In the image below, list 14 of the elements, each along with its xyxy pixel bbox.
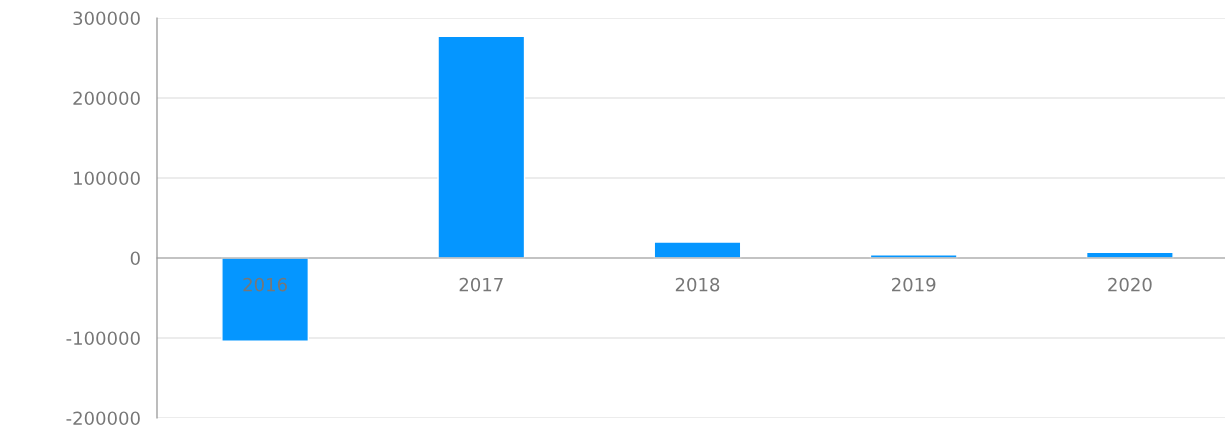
y-tick-label: 200000 [73, 91, 140, 106]
y-tick-label: 0 [130, 251, 140, 266]
y-tick-label: 100000 [74, 171, 140, 186]
x-tick-label: 2017 [459, 277, 503, 292]
x-tick-label: 2020 [1108, 277, 1152, 292]
x-tick-label: 2018 [675, 277, 720, 292]
bar [221, 257, 310, 342]
y-tick-label: -200000 [66, 411, 140, 426]
y-tick-label: 300000 [73, 11, 140, 26]
bar [437, 35, 526, 259]
x-tick-label: 2019 [892, 277, 936, 292]
y-tick-label: -100000 [66, 331, 140, 346]
bar [653, 241, 742, 259]
x-tick-label: 2016 [243, 277, 287, 292]
